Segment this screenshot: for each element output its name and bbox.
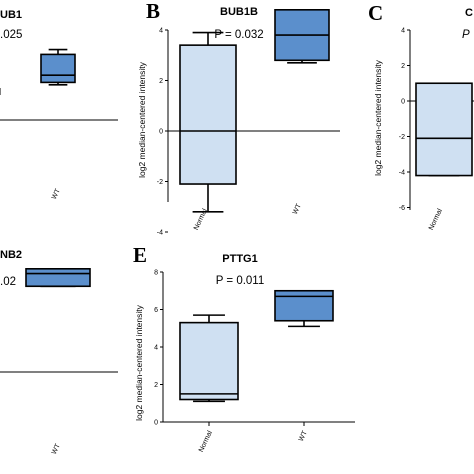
- panel-c-title-fragment: C: [465, 7, 473, 19]
- panel-b-boxes: [179, 9, 330, 213]
- panel-d: NB2 .02 WT: [0, 249, 118, 456]
- y-tick-label: 0: [401, 99, 405, 106]
- panel-e-boxes: [179, 289, 334, 403]
- panel-e-letter: E: [133, 243, 147, 267]
- box-iqr-wt: [25, 268, 91, 288]
- box-iqr-wt: [274, 289, 334, 322]
- y-tick-label: -6: [399, 205, 405, 212]
- panel-d-xtick-wt: WT: [51, 442, 62, 455]
- box-iqr-wt: [40, 53, 76, 84]
- y-tick-label: 4: [159, 28, 163, 35]
- panel-d-boxes: [25, 268, 91, 288]
- panel-b-y-ticks: -4 -2 0 2 4: [157, 28, 168, 237]
- panel-e-ylabel: log2 median-centered intensity: [134, 304, 144, 421]
- y-tick-label: 2: [401, 63, 405, 70]
- box-iqr-normal: [179, 321, 239, 401]
- panel-e-xtick-wt: WT: [298, 429, 309, 442]
- panel-c-ylabel: log2 median-centered intensity: [373, 59, 383, 176]
- y-tick-label: 2: [154, 382, 158, 389]
- y-tick-label: 0: [159, 129, 163, 136]
- panel-d-pvalue-fragment: .02: [0, 276, 16, 288]
- panel-c-boxes: [415, 82, 473, 177]
- panel-a-xtick-wt: WT: [51, 187, 62, 200]
- panel-b-pvalue: P = 0.032: [214, 29, 263, 41]
- panel-d-title-fragment: NB2: [0, 249, 22, 261]
- box-iqr-normal: [179, 44, 237, 185]
- panel-a-boxes: [40, 48, 76, 86]
- panel-b-letter: B: [146, 0, 160, 23]
- panel-c-letter: C: [368, 1, 383, 25]
- panel-b-xtick-wt: WT: [292, 202, 303, 215]
- panel-e-title: PTTG1: [222, 253, 257, 265]
- panel-c-xtick-normal: Normal: [428, 207, 444, 231]
- y-tick-label: 0: [154, 420, 158, 427]
- box-iqr-normal: [415, 82, 473, 177]
- y-tick-label: 8: [154, 270, 158, 277]
- panel-e-y-ticks: 0 2 4 6 8: [154, 270, 163, 427]
- panel-b-ylabel: log2 median-centered intensity: [137, 61, 147, 178]
- panel-c-y-ticks: -6 -4 -2 0 2 4: [399, 28, 410, 212]
- panel-c-pvalue-fragment: P: [462, 29, 470, 41]
- panel-e-pvalue: P = 0.011: [216, 275, 265, 287]
- y-tick-label: -2: [399, 134, 405, 141]
- panel-a-pvalue: .025: [0, 29, 22, 41]
- y-tick-label: 2: [159, 78, 163, 85]
- y-tick-label: -2: [157, 179, 163, 186]
- y-tick-label: 4: [401, 28, 405, 35]
- y-tick-label: 6: [154, 307, 158, 314]
- panel-a: UB1 .025 WT: [0, 9, 118, 201]
- panel-b-title: BUB1B: [220, 6, 258, 18]
- panel-b: B BUB1B P = 0.032 log2 median-centered i…: [137, 0, 340, 237]
- y-tick-label: -4: [399, 170, 405, 177]
- panel-e: E PTTG1 P = 0.011 log2 median-centered i…: [133, 243, 355, 453]
- panel-e-xtick-normal: Normal: [198, 429, 214, 453]
- panel-c: C C P log2 median-centered intensity -6-…: [368, 1, 474, 231]
- y-tick-label: 4: [154, 345, 158, 352]
- y-tick-label: -4: [157, 230, 163, 237]
- panel-a-title: UB1: [0, 9, 22, 21]
